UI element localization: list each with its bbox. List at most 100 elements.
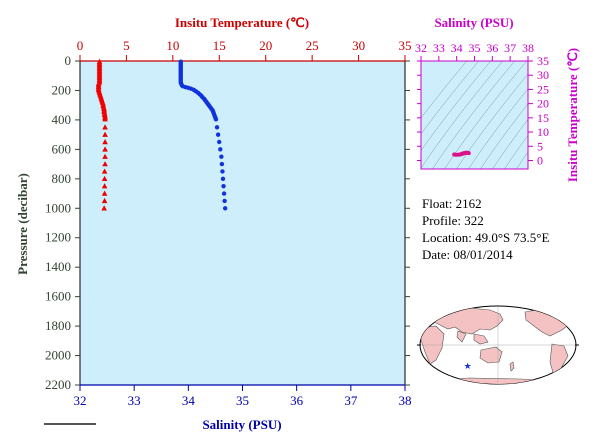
ts-salinity-tick-label: 32 bbox=[415, 41, 427, 55]
land-indonesia bbox=[473, 333, 489, 345]
temperature-point bbox=[102, 161, 108, 167]
footer-imprint bbox=[44, 423, 96, 425]
salinity-axis-title: Salinity (PSU) bbox=[202, 417, 281, 432]
float-id: Float: 2162 bbox=[422, 196, 482, 211]
ts-temperature-tick-label: 5 bbox=[537, 139, 543, 153]
ts-plot-area bbox=[421, 61, 528, 169]
temperature-tick-label: 5 bbox=[123, 38, 130, 53]
density-contour bbox=[504, 134, 528, 169]
temperature-tick-label: 25 bbox=[306, 38, 319, 53]
pressure-tick-label: 200 bbox=[52, 82, 72, 97]
ts-temperature-tick-label: 20 bbox=[537, 97, 549, 111]
pressure-tick-label: 1800 bbox=[45, 318, 71, 333]
temperature-point bbox=[102, 146, 108, 152]
land-new-zealand bbox=[509, 361, 515, 372]
ts-temperature-tick-label: 25 bbox=[537, 82, 549, 96]
ts-temperature-axis-title: Insitu Temperature (℃) bbox=[565, 48, 580, 182]
land-australia bbox=[479, 346, 503, 364]
pressure-tick-label: 800 bbox=[52, 171, 72, 186]
salinity-tick-label: 35 bbox=[236, 393, 249, 408]
pressure-tick-label: 600 bbox=[52, 141, 72, 156]
salinity-axis: 32 33 34 35 36 37 38 bbox=[74, 384, 412, 408]
ts-salinity-axis-title: Salinity (PSU) bbox=[434, 15, 513, 30]
float-info: Float: 2162 Profile: 322 Location: 49.0°… bbox=[422, 196, 549, 262]
temperature-point bbox=[101, 183, 108, 189]
temperature-point bbox=[101, 190, 108, 196]
temperature-tick-label: 20 bbox=[259, 38, 272, 53]
density-contour bbox=[421, 61, 492, 152]
temperature-point bbox=[101, 168, 108, 174]
pressure-tick-label: 1000 bbox=[45, 200, 71, 215]
temperature-point bbox=[101, 175, 108, 182]
temperature-point bbox=[102, 131, 108, 137]
salinity-point bbox=[213, 117, 219, 122]
ts-salinity-tick-label: 36 bbox=[486, 41, 498, 55]
salinity-tick-label: 38 bbox=[399, 393, 412, 408]
temperature-point bbox=[102, 139, 108, 145]
profile-series bbox=[95, 58, 228, 211]
density-contour bbox=[432, 61, 516, 169]
float-location-marker: ★ bbox=[464, 361, 472, 371]
pressure-axis-title: Pressure (decibar) bbox=[15, 173, 30, 275]
land-south-america bbox=[549, 343, 569, 377]
temperature-axis: 0 5 10 15 20 25 30 35 bbox=[77, 38, 412, 62]
density-contour bbox=[444, 61, 528, 169]
ts-salinity-tick-label: 35 bbox=[469, 41, 481, 55]
pressure-tick-label: 2200 bbox=[45, 377, 71, 392]
temperature-point bbox=[101, 205, 107, 211]
density-contour bbox=[468, 88, 528, 169]
salinity-tick-label: 36 bbox=[290, 393, 304, 408]
pressure-tick-label: 0 bbox=[65, 53, 72, 68]
density-contour bbox=[421, 61, 504, 169]
ts-salinity-tick-label: 34 bbox=[451, 41, 463, 55]
ts-temperature-tick-label: 35 bbox=[537, 54, 549, 68]
pressure-tick-label: 1400 bbox=[45, 259, 71, 274]
temperature-point bbox=[102, 116, 108, 122]
location: Location: 49.0°S 73.5°E bbox=[422, 230, 549, 245]
pressure-tick-label: 2000 bbox=[45, 348, 71, 363]
ts-salinity-axis: 32 33 34 35 36 37 38 bbox=[415, 41, 534, 61]
salinity-tick-label: 34 bbox=[182, 393, 196, 408]
ts-temperature-tick-label: 30 bbox=[537, 68, 549, 82]
temperature-tick-label: 10 bbox=[166, 38, 179, 53]
ts-salinity-tick-label: 38 bbox=[522, 41, 534, 55]
density-contour bbox=[480, 103, 528, 169]
temperature-tick-label: 35 bbox=[399, 38, 412, 53]
salinity-tick-label: 32 bbox=[74, 393, 87, 408]
temperature-point bbox=[102, 124, 108, 130]
temperature-axis-title: Insitu Temperature (℃) bbox=[175, 15, 309, 30]
ts-temperature-tick-label: 0 bbox=[537, 153, 543, 167]
salinity-point bbox=[222, 206, 228, 211]
profile-number: Profile: 322 bbox=[422, 213, 484, 228]
salinity-point bbox=[220, 176, 226, 182]
density-contour bbox=[492, 118, 528, 169]
salinity-point bbox=[215, 132, 221, 137]
land-india bbox=[456, 330, 467, 343]
salinity-point bbox=[219, 154, 224, 159]
salinity-point bbox=[221, 183, 226, 189]
salinity-point bbox=[214, 125, 220, 130]
temperature-tick-label: 0 bbox=[77, 38, 84, 53]
ts-temperature-tick-label: 10 bbox=[537, 125, 549, 139]
salinity-point bbox=[217, 139, 222, 145]
temperature-tick-label: 30 bbox=[352, 38, 365, 53]
date: Date: 08/01/2014 bbox=[422, 247, 513, 262]
temperature-point bbox=[101, 197, 108, 204]
density-contours bbox=[421, 61, 528, 169]
profile-plot-area bbox=[79, 60, 406, 386]
density-contour bbox=[421, 61, 480, 135]
density-contour bbox=[516, 151, 528, 169]
salinity-point bbox=[220, 169, 225, 174]
ts-salinity-tick-label: 37 bbox=[504, 41, 516, 55]
pressure-axis: 0 200 400 600 800 1000 1200 1400 1600 1800 2000 220… bbox=[45, 53, 410, 392]
ts-point bbox=[466, 151, 471, 156]
ts-temperature-tick-label: 15 bbox=[537, 111, 549, 125]
salinity-tick-label: 37 bbox=[344, 393, 358, 408]
pressure-tick-label: 1200 bbox=[45, 230, 71, 245]
salinity-point bbox=[221, 191, 227, 196]
temperature-tick-label: 15 bbox=[213, 38, 226, 53]
density-contour bbox=[456, 73, 528, 169]
